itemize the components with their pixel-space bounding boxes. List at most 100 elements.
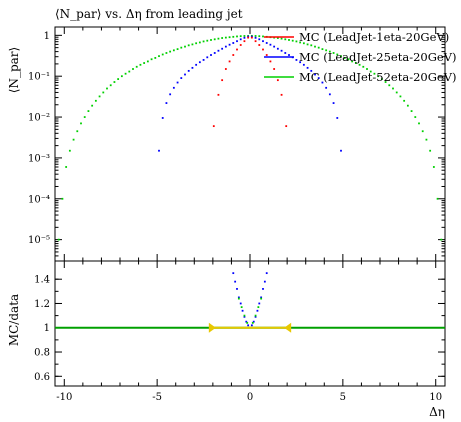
ratio-x-tick-label: -10 — [56, 392, 72, 403]
ratio-point — [241, 309, 244, 312]
series-3-point — [120, 75, 123, 78]
series-3-point — [440, 238, 443, 241]
series-3-point — [87, 110, 90, 112]
series-2-point — [340, 149, 342, 152]
series-1-point — [250, 36, 253, 39]
series-1-point — [254, 40, 257, 43]
ratio-x-ticks: -10 -5 0 5 10 — [56, 261, 442, 403]
series-3-point — [343, 57, 346, 59]
ratio-point — [245, 320, 248, 323]
series-3-point — [169, 50, 172, 53]
series-3-point — [210, 39, 212, 41]
series-2-point — [224, 45, 227, 48]
series-3-point — [302, 42, 305, 45]
legend: MC (LeadJet-1eta-20GeV) MC (LeadJet-25et… — [264, 30, 457, 84]
series-2-point — [250, 35, 253, 38]
series-2-point — [269, 43, 272, 46]
series-3-point — [124, 72, 127, 75]
series-3-point — [113, 81, 116, 83]
series-3-point — [80, 122, 82, 125]
legend-label-series-2: MC (LeadJet-25eta-20GeV) — [299, 50, 457, 64]
series-1-point — [239, 44, 242, 46]
series-3-point — [154, 57, 157, 59]
ratio-point-green — [237, 297, 240, 300]
series-3-point — [91, 104, 94, 107]
series-1-point — [243, 40, 246, 43]
series-2-point — [284, 52, 287, 54]
series-3-point — [68, 149, 71, 152]
series-3-point — [213, 38, 216, 41]
ratio-point — [247, 324, 250, 327]
main-y-tick-label: 10⁻⁵ — [28, 235, 50, 246]
ratio-point-green — [251, 321, 254, 324]
series-1-point — [285, 125, 288, 128]
series-3-point — [143, 62, 146, 64]
ratio-point — [239, 302, 242, 305]
series-2-point — [306, 66, 309, 69]
series-2-point — [228, 43, 231, 46]
main-y-ticks: 1 10⁻¹ 10⁻² 10⁻³ 10⁻⁴ 10⁻⁵ — [28, 31, 445, 257]
series-3-point — [94, 99, 97, 102]
series-3-point — [314, 45, 316, 48]
series-3-point — [373, 72, 376, 75]
series-3-point — [135, 65, 138, 68]
series-2-point — [165, 102, 168, 104]
series-3-point — [406, 104, 409, 107]
series-3-point — [388, 84, 391, 87]
series-3-point — [354, 62, 357, 64]
series-2-point — [184, 73, 186, 76]
chart-title: ⟨N_par⟩ vs. Δη from leading jet — [55, 7, 243, 21]
ratio-y-tick-label: 1 — [44, 323, 50, 334]
series-3-point — [403, 99, 406, 102]
main-y-tick-label: 10⁻³ — [28, 153, 50, 164]
series-3-point — [106, 87, 108, 90]
series-3-point — [288, 39, 290, 41]
series-1-point — [276, 79, 279, 82]
series-3-point — [72, 138, 75, 141]
main-y-tick-label: 1 — [44, 31, 50, 42]
ratio-point — [256, 309, 259, 312]
main-y-tick-label: 10⁻¹ — [28, 72, 50, 83]
series-3-point — [366, 68, 368, 70]
series-3-point — [221, 37, 224, 39]
series-2-point — [172, 86, 175, 89]
ratio-point — [262, 288, 264, 290]
series-2-point — [317, 77, 320, 79]
legend-label-series-1: MC (LeadJet-1eta-20GeV) — [299, 30, 449, 44]
series-2-point — [232, 42, 235, 44]
series-2-point — [213, 52, 216, 54]
series-2-point — [169, 93, 172, 96]
series-3-point — [358, 63, 361, 66]
series-3-point — [83, 116, 86, 118]
series-3-point — [76, 130, 79, 133]
series-3-point — [384, 81, 387, 83]
ratio-y-tick-label: 1.4 — [34, 275, 50, 286]
series-3-point — [351, 60, 354, 63]
series-2-point — [280, 49, 283, 52]
main-y-tick-label: 10⁻² — [28, 113, 50, 124]
series-1-point — [236, 48, 238, 51]
series-2-point — [195, 63, 198, 66]
series-2-point — [265, 42, 268, 44]
series-3-point — [317, 46, 320, 49]
series-2-point — [176, 81, 179, 84]
series-3-point — [436, 197, 439, 200]
series-1-point — [217, 93, 220, 96]
series-3-point — [98, 95, 101, 98]
series-3-point — [295, 40, 298, 43]
series-3-point — [243, 35, 246, 37]
series-3-point — [195, 42, 198, 45]
series-2-point — [161, 117, 164, 119]
series-3-point — [336, 53, 339, 56]
series-2-point — [254, 36, 257, 39]
series-3-point — [165, 52, 168, 54]
series-3-point — [380, 78, 383, 80]
series-2-point — [239, 38, 242, 41]
series-3-point — [328, 50, 331, 53]
series-3-point — [65, 166, 68, 168]
series-2-point — [210, 54, 212, 56]
main-x-ticks — [63, 27, 437, 261]
main-y-axis-label: ⟨N_par⟩ — [7, 47, 21, 93]
series-3-point — [109, 84, 112, 87]
series-3-point — [280, 37, 283, 40]
